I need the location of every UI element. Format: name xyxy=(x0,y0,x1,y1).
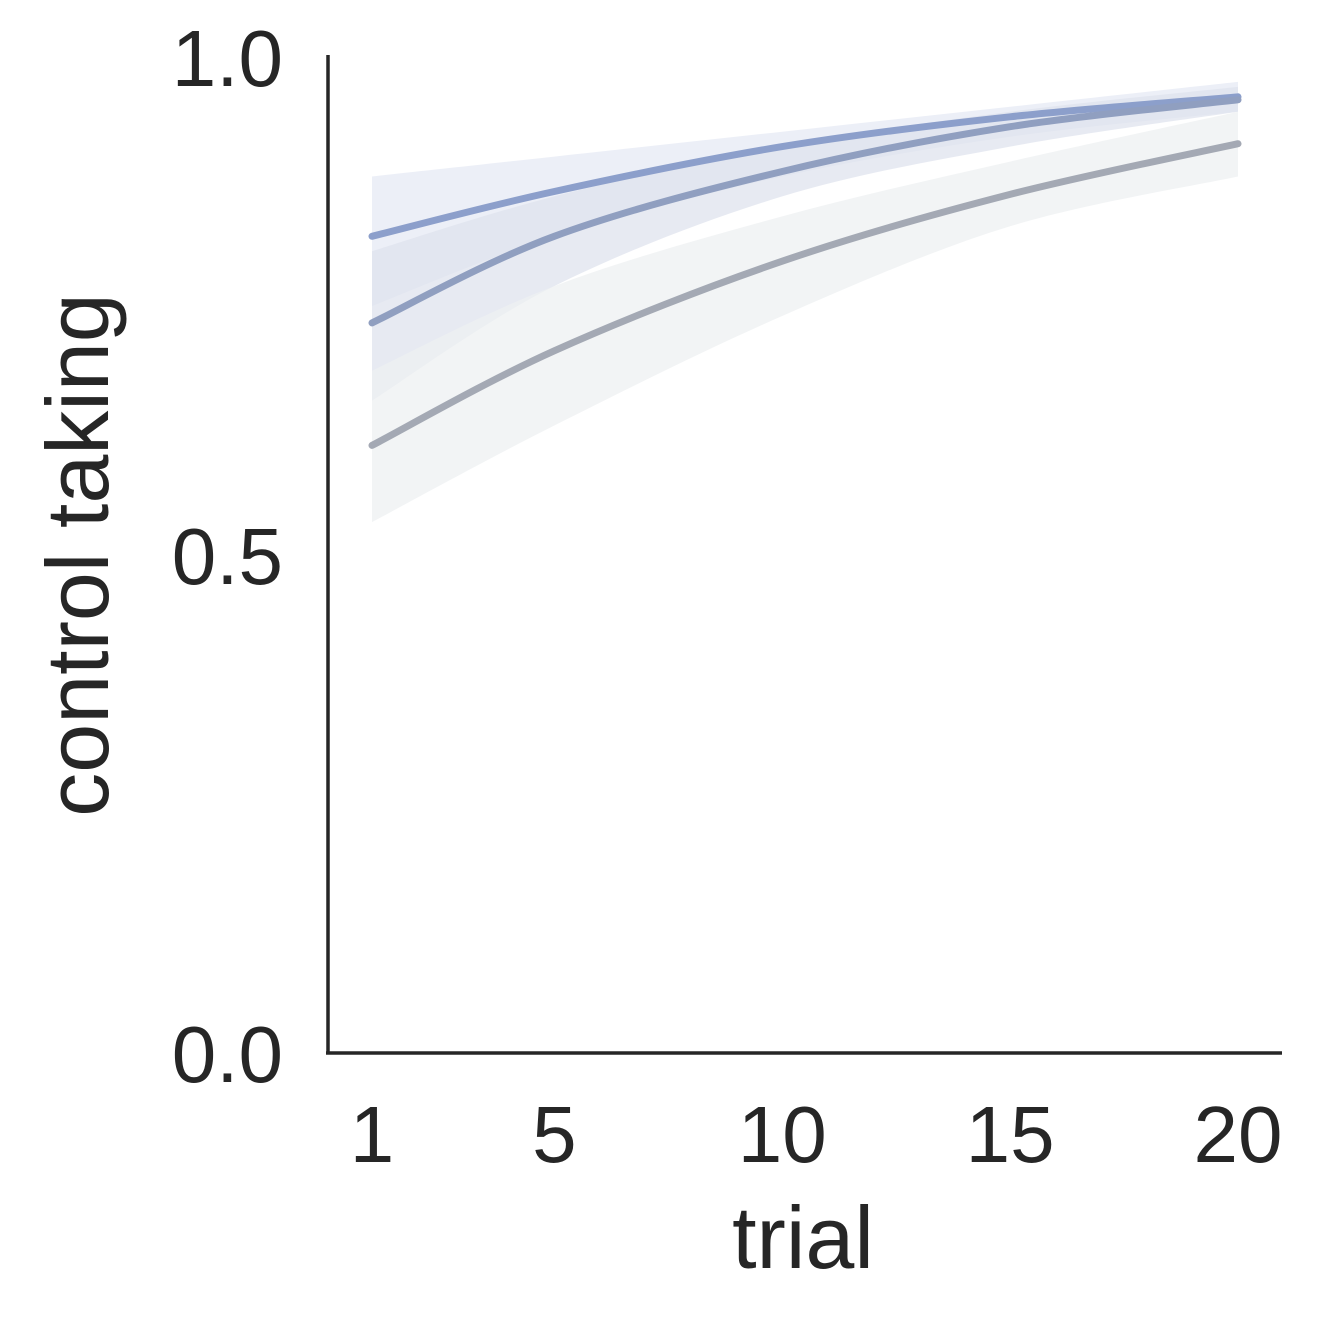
x-tick-label: 20 xyxy=(1194,1090,1283,1179)
confidence-band-3 xyxy=(372,111,1238,523)
x-tick-labels: 1 5 10 15 20 xyxy=(350,1090,1283,1179)
x-tick-label: 10 xyxy=(738,1090,827,1179)
series-line-3 xyxy=(368,140,1242,449)
y-axis-label: control taking xyxy=(28,293,127,816)
y-tick-label: 0.5 xyxy=(172,512,283,601)
y-tick-label: 0.0 xyxy=(172,1010,283,1099)
series-lines xyxy=(368,93,1242,449)
series-line-1 xyxy=(368,93,1242,240)
x-tick-label: 5 xyxy=(532,1090,577,1179)
confidence-band-2 xyxy=(372,86,1238,401)
x-tick-label: 1 xyxy=(350,1090,395,1179)
series-line-2 xyxy=(368,96,1242,327)
confidence-bands xyxy=(372,81,1238,523)
x-tick-label: 15 xyxy=(966,1090,1055,1179)
x-axis-label: trial xyxy=(732,1188,874,1287)
y-tick-labels: 0.0 0.5 1.0 xyxy=(172,14,283,1099)
y-tick-label: 1.0 xyxy=(172,14,283,103)
